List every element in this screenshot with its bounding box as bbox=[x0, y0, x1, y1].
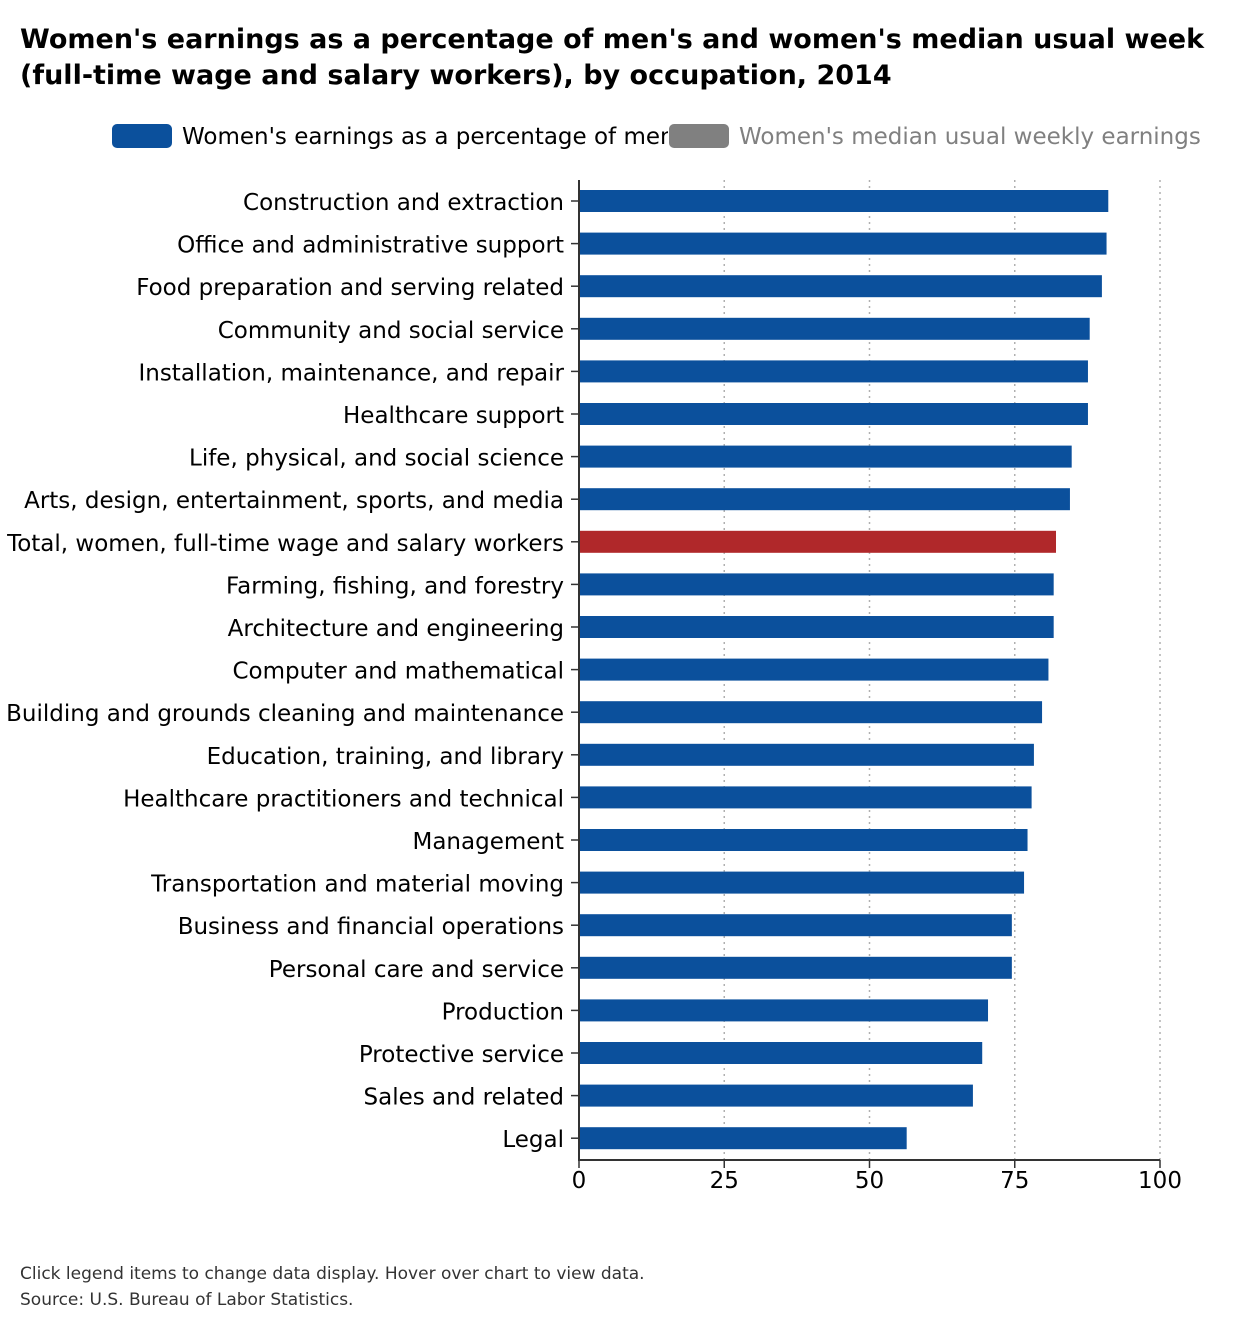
bar[interactable] bbox=[579, 403, 1088, 425]
bar[interactable] bbox=[579, 786, 1032, 809]
bar[interactable] bbox=[579, 275, 1102, 298]
bar[interactable] bbox=[579, 445, 1072, 468]
category-label: Installation, maintenance, and repair bbox=[138, 360, 564, 386]
category-label: Education, training, and library bbox=[207, 744, 564, 770]
category-label: Protective service bbox=[359, 1042, 564, 1068]
category-label: Farming, fishing, and forestry bbox=[226, 573, 564, 599]
bar[interactable] bbox=[579, 488, 1070, 511]
category-label: Total, women, full-time wage and salary … bbox=[6, 531, 564, 557]
footer-source: Source: U.S. Bureau of Labor Statistics. bbox=[20, 1290, 354, 1310]
legend-swatch-median-earnings bbox=[669, 124, 729, 148]
footer-note: Click legend items to change data displa… bbox=[20, 1264, 645, 1284]
category-label: Architecture and engineering bbox=[228, 616, 564, 642]
bar[interactable] bbox=[579, 530, 1057, 553]
legend-swatch-percentage bbox=[112, 124, 172, 148]
category-label: Office and administrative support bbox=[177, 233, 564, 259]
chart-title-line-2: (full-time wage and salary workers), by … bbox=[20, 60, 892, 91]
bar[interactable] bbox=[579, 1042, 983, 1064]
category-labels: Construction and extraction Office and ad… bbox=[6, 190, 564, 1153]
legend-item-median-earnings[interactable]: Women's median usual weekly earnings bbox=[669, 122, 1229, 152]
chart-title: Women's earnings as a percentage of men'… bbox=[20, 22, 1240, 94]
bar[interactable] bbox=[579, 743, 1034, 766]
bar[interactable] bbox=[579, 616, 1054, 638]
bar[interactable] bbox=[579, 573, 1054, 596]
bar[interactable] bbox=[579, 360, 1088, 383]
bar[interactable] bbox=[579, 999, 989, 1022]
bar[interactable] bbox=[579, 829, 1028, 851]
bars[interactable] bbox=[579, 190, 1109, 1150]
category-label: Life, physical, and social science bbox=[189, 446, 564, 472]
x-tick-label: 50 bbox=[855, 1168, 884, 1194]
bar[interactable] bbox=[579, 190, 1109, 212]
category-label: Sales and related bbox=[364, 1085, 564, 1111]
x-tick-label: 75 bbox=[1000, 1168, 1029, 1194]
bar[interactable] bbox=[579, 956, 1012, 979]
category-label: Personal care and service bbox=[269, 957, 564, 983]
x-tick-label: 100 bbox=[1138, 1168, 1182, 1194]
chart-title-line-1: Women's earnings as a percentage of men'… bbox=[20, 24, 1205, 55]
category-label: Management bbox=[412, 829, 564, 855]
legend-label-median-earnings: Women's median usual weekly earnings bbox=[739, 124, 1201, 150]
category-label: Food preparation and serving related bbox=[136, 275, 564, 301]
category-label: Healthcare support bbox=[343, 403, 564, 429]
bar[interactable] bbox=[579, 317, 1090, 340]
category-label: Healthcare practitioners and technical bbox=[123, 786, 564, 812]
category-label: Building and grounds cleaning and mainte… bbox=[6, 701, 564, 727]
bar[interactable] bbox=[579, 701, 1043, 724]
x-tick-label: 0 bbox=[572, 1168, 587, 1194]
bar[interactable] bbox=[579, 871, 1025, 894]
legend-item-percentage[interactable]: Women's earnings as a percentage of men'… bbox=[112, 122, 668, 152]
grid-lines bbox=[723, 180, 1161, 1160]
category-label: Community and social service bbox=[218, 318, 564, 344]
category-label: Computer and mathematical bbox=[232, 659, 564, 685]
bar[interactable] bbox=[579, 658, 1049, 681]
bar[interactable] bbox=[579, 232, 1107, 255]
legend-label-percentage: Women's earnings as a percentage of men'… bbox=[182, 124, 668, 150]
bar[interactable] bbox=[579, 1084, 973, 1107]
x-tick-label: 25 bbox=[710, 1168, 739, 1194]
bar[interactable] bbox=[579, 914, 1012, 937]
axes: 0 25 50 75 100 bbox=[571, 180, 1182, 1194]
category-label: Transportation and material moving bbox=[150, 872, 564, 898]
category-label: Legal bbox=[502, 1127, 564, 1153]
category-label: Construction and extraction bbox=[243, 190, 564, 216]
category-label: Production bbox=[442, 999, 564, 1025]
category-label: Arts, design, entertainment, sports, and… bbox=[24, 488, 564, 514]
category-label: Business and financial operations bbox=[178, 914, 564, 940]
bar[interactable] bbox=[579, 1127, 907, 1150]
